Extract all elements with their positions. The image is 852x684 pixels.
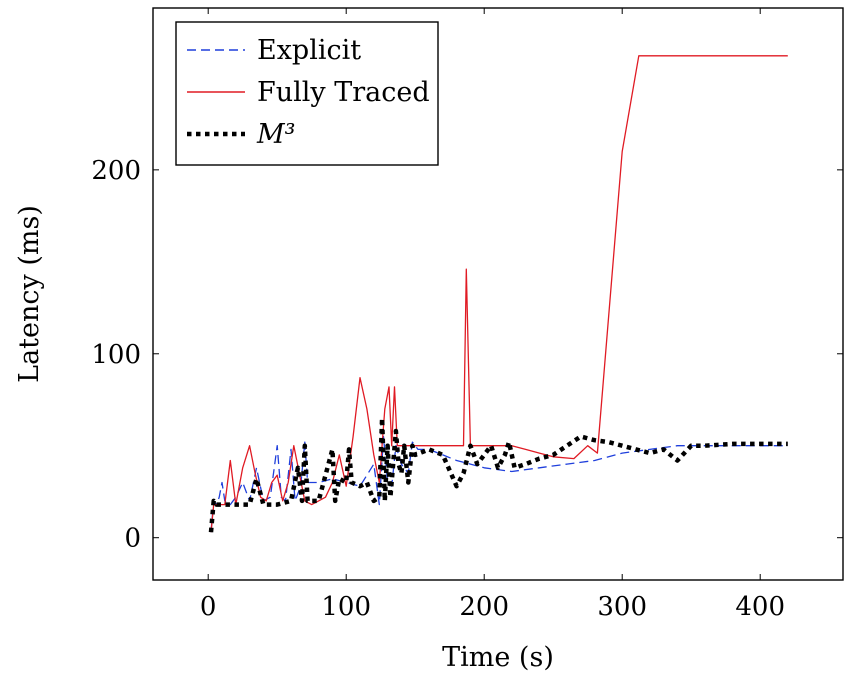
legend-box — [175, 21, 439, 166]
tick-layer: 0 100 200 300 400 0 100 200 — [91, 8, 843, 622]
legend-label-fully-traced: Fully Traced — [257, 77, 430, 108]
series-line-1 — [210, 55, 788, 533]
legend-label-m3: M³ — [256, 119, 295, 150]
y-tick-label: 200 — [91, 156, 141, 186]
y-tick-label: 100 — [91, 340, 141, 370]
series-layer — [208, 55, 788, 533]
x-tick-label: 0 — [200, 592, 217, 622]
legend-label-explicit: Explicit — [257, 35, 361, 66]
series-line-0 — [210, 435, 788, 533]
legend: Explicit Fully Traced M³ — [175, 21, 439, 166]
plot-frame — [152, 7, 844, 581]
x-tick-label: 200 — [459, 592, 509, 622]
x-tick-label: 300 — [597, 592, 647, 622]
x-axis-label: Time (s) — [442, 642, 554, 673]
x-tick-label: 400 — [735, 592, 785, 622]
series-line-2 — [208, 415, 788, 533]
y-axis-label: Latency (ms) — [14, 205, 45, 383]
x-tick-label: 100 — [321, 592, 371, 622]
y-tick-label: 0 — [124, 524, 141, 554]
